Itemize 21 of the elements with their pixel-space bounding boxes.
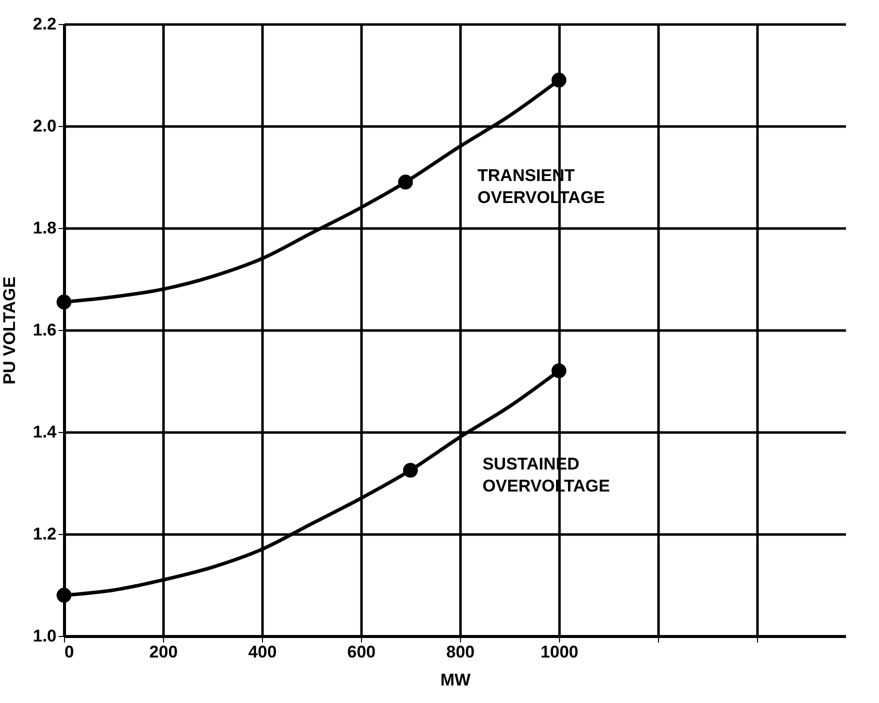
y-tick-label: 1.6 [32, 320, 56, 340]
x-tick-label: 600 [347, 642, 376, 662]
x-axis-title: MW [440, 670, 472, 690]
y-tick-label: 1.0 [32, 626, 56, 646]
x-tick-label: 200 [149, 642, 178, 662]
y-tick-label: 2.0 [32, 116, 56, 136]
x-tick-label: 800 [446, 642, 475, 662]
y-tick-label: 1.2 [32, 524, 56, 544]
x-tick-label: 1000 [540, 642, 578, 662]
y-tick-label: 2.2 [32, 14, 56, 34]
point [398, 174, 413, 190]
y-axis-title: PU VOLTAGE [0, 276, 19, 384]
point [56, 294, 72, 310]
y-tick-label: 1.8 [32, 218, 56, 238]
point [403, 462, 418, 478]
point [552, 72, 566, 88]
point [552, 363, 566, 378]
point [56, 588, 72, 603]
y-tick-label: 1.4 [32, 422, 58, 442]
x-tick-label: 400 [248, 642, 277, 662]
x-tick-label: 0 [64, 642, 74, 662]
